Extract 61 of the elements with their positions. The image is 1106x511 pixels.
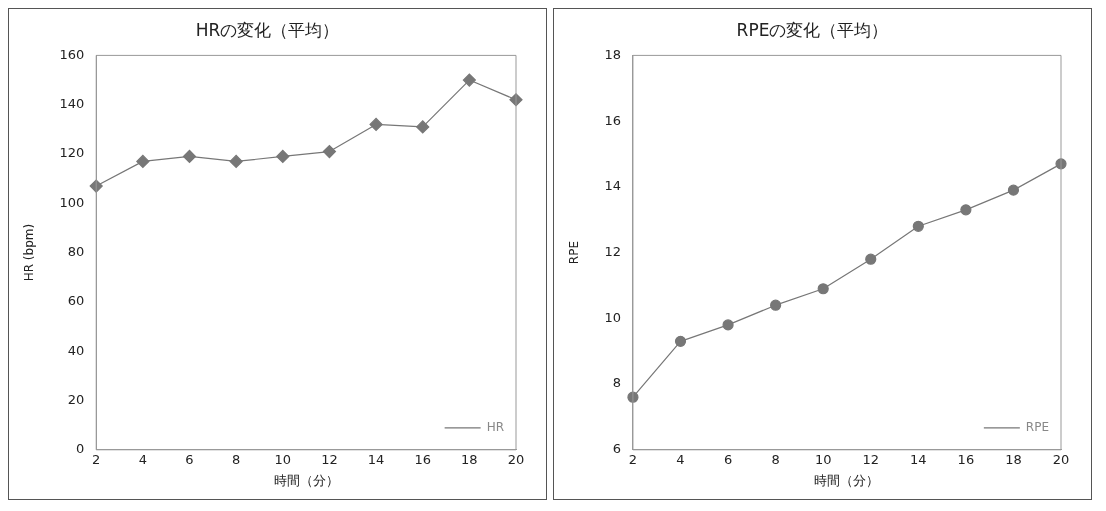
y-tick-label: 10 [604, 309, 621, 325]
x-tick-label: 16 [414, 451, 431, 467]
point [912, 220, 924, 232]
point [770, 299, 782, 311]
point [229, 154, 243, 168]
point [182, 149, 197, 164]
x-tick-label: 4 [676, 451, 685, 467]
x-tick-label: 4 [138, 451, 147, 467]
x-tick-label: 6 [185, 451, 194, 467]
y-tick-label: 120 [59, 145, 85, 161]
y-tick-label: 6 [612, 441, 621, 457]
x-tick-label: 18 [461, 451, 478, 467]
x-tick-label: 10 [814, 451, 832, 467]
y-tick-label: 60 [67, 293, 85, 309]
point [462, 73, 476, 87]
point [276, 149, 290, 164]
legend-label: HR [486, 419, 505, 434]
point [322, 144, 337, 159]
point [722, 319, 734, 331]
y-tick-label: 140 [59, 96, 85, 112]
x-tick-label: 14 [367, 451, 385, 467]
y-tick-label: 100 [59, 194, 85, 210]
x-tick-label: 10 [274, 451, 292, 467]
y-tick-label: 8 [612, 375, 621, 391]
y-tick-label: 80 [67, 243, 85, 259]
chart-title: RPEの変化（平均） [736, 19, 889, 40]
y-tick-label: 20 [67, 391, 85, 407]
y-axis-title: RPE [567, 241, 582, 265]
x-tick-label: 8 [771, 451, 780, 467]
point [1007, 184, 1020, 196]
y-tick-label: 160 [59, 46, 85, 62]
point [89, 179, 103, 193]
y-tick-label: 12 [604, 243, 621, 259]
x-tick-label: 2 [92, 451, 101, 467]
y-tick-label: 0 [75, 441, 85, 457]
y-axis-title: HR (bpm) [22, 223, 37, 282]
point [817, 283, 829, 295]
x-tick-label: 12 [321, 451, 338, 467]
point [674, 335, 687, 347]
x-tick-label: 12 [862, 451, 880, 467]
legend-label: RPE [1025, 419, 1049, 434]
y-tick-label: 18 [604, 46, 621, 62]
x-tick-label: 2 [628, 451, 638, 467]
point [369, 117, 383, 132]
x-tick-label: 16 [957, 451, 975, 467]
point [136, 154, 150, 168]
x-axis-title: 時間（分） [814, 472, 880, 488]
x-tick-label: 8 [232, 451, 241, 467]
y-tick-label: 16 [604, 112, 621, 128]
x-tick-label: 20 [1052, 451, 1070, 467]
x-tick-label: 6 [723, 451, 733, 467]
y-tick-label: 40 [67, 342, 85, 358]
x-tick-label: 20 [507, 451, 525, 467]
y-tick-label: 14 [604, 178, 621, 194]
x-tick-label: 14 [910, 451, 927, 467]
point [960, 204, 972, 216]
chart-title: HRの変化（平均） [195, 19, 340, 40]
x-axis-title: 時間（分） [273, 472, 339, 488]
point [416, 120, 430, 134]
x-tick-label: 18 [1005, 451, 1022, 467]
point [865, 253, 877, 265]
